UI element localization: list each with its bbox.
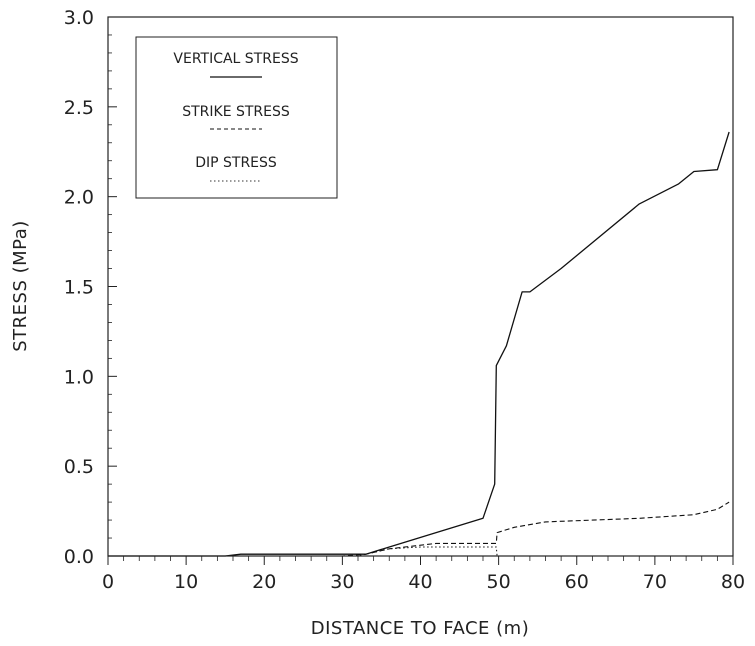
y-tick-label: 0.0	[64, 546, 94, 568]
y-tick-label: 2.5	[64, 97, 94, 119]
x-axis-major-ticks	[107, 556, 734, 565]
x-axis-title: DISTANCE TO FACE (m)	[311, 618, 529, 639]
legend-label-vertical: VERTICAL STRESS	[173, 51, 298, 67]
series-line-vertical-stress	[108, 131, 730, 557]
x-tick-label: 60	[565, 571, 589, 593]
x-tick-label: 30	[330, 571, 354, 593]
y-tick-label: 1.5	[64, 277, 94, 299]
legend: VERTICAL STRESS STRIKE STRESS DIP STRESS	[135, 36, 338, 199]
x-axis-tick-labels: 0 10 20 30 40 50 60 70 80	[102, 571, 745, 593]
series-layer	[108, 131, 730, 557]
x-tick-label: 20	[252, 571, 276, 593]
x-tick-label: 40	[408, 571, 432, 593]
x-tick-label: 0	[102, 571, 114, 593]
y-tick-label: 0.5	[64, 456, 94, 478]
x-axis-minor-ticks	[123, 556, 718, 561]
series-line-strike-stress	[108, 501, 730, 557]
y-tick-label: 3.0	[64, 7, 94, 29]
x-tick-label: 50	[487, 571, 511, 593]
x-tick-label: 10	[174, 571, 198, 593]
legend-label-dip: DIP STRESS	[195, 155, 277, 171]
x-tick-label: 80	[721, 571, 745, 593]
x-tick-label: 70	[643, 571, 667, 593]
y-tick-label: 2.0	[64, 187, 94, 209]
series-line-dip-stress	[108, 546, 498, 557]
legend-box	[135, 36, 338, 199]
y-axis-minor-ticks	[108, 34, 112, 539]
y-axis-major-ticks	[108, 16, 117, 557]
plot-frame	[107, 16, 734, 557]
y-axis-tick-labels: 0.0 0.5 1.0 1.5 2.0 2.5 3.0	[64, 7, 94, 568]
y-axis-title: STRESS (MPa)	[10, 220, 31, 352]
legend-label-strike: STRIKE STRESS	[182, 104, 290, 120]
y-tick-label: 1.0	[64, 366, 94, 388]
